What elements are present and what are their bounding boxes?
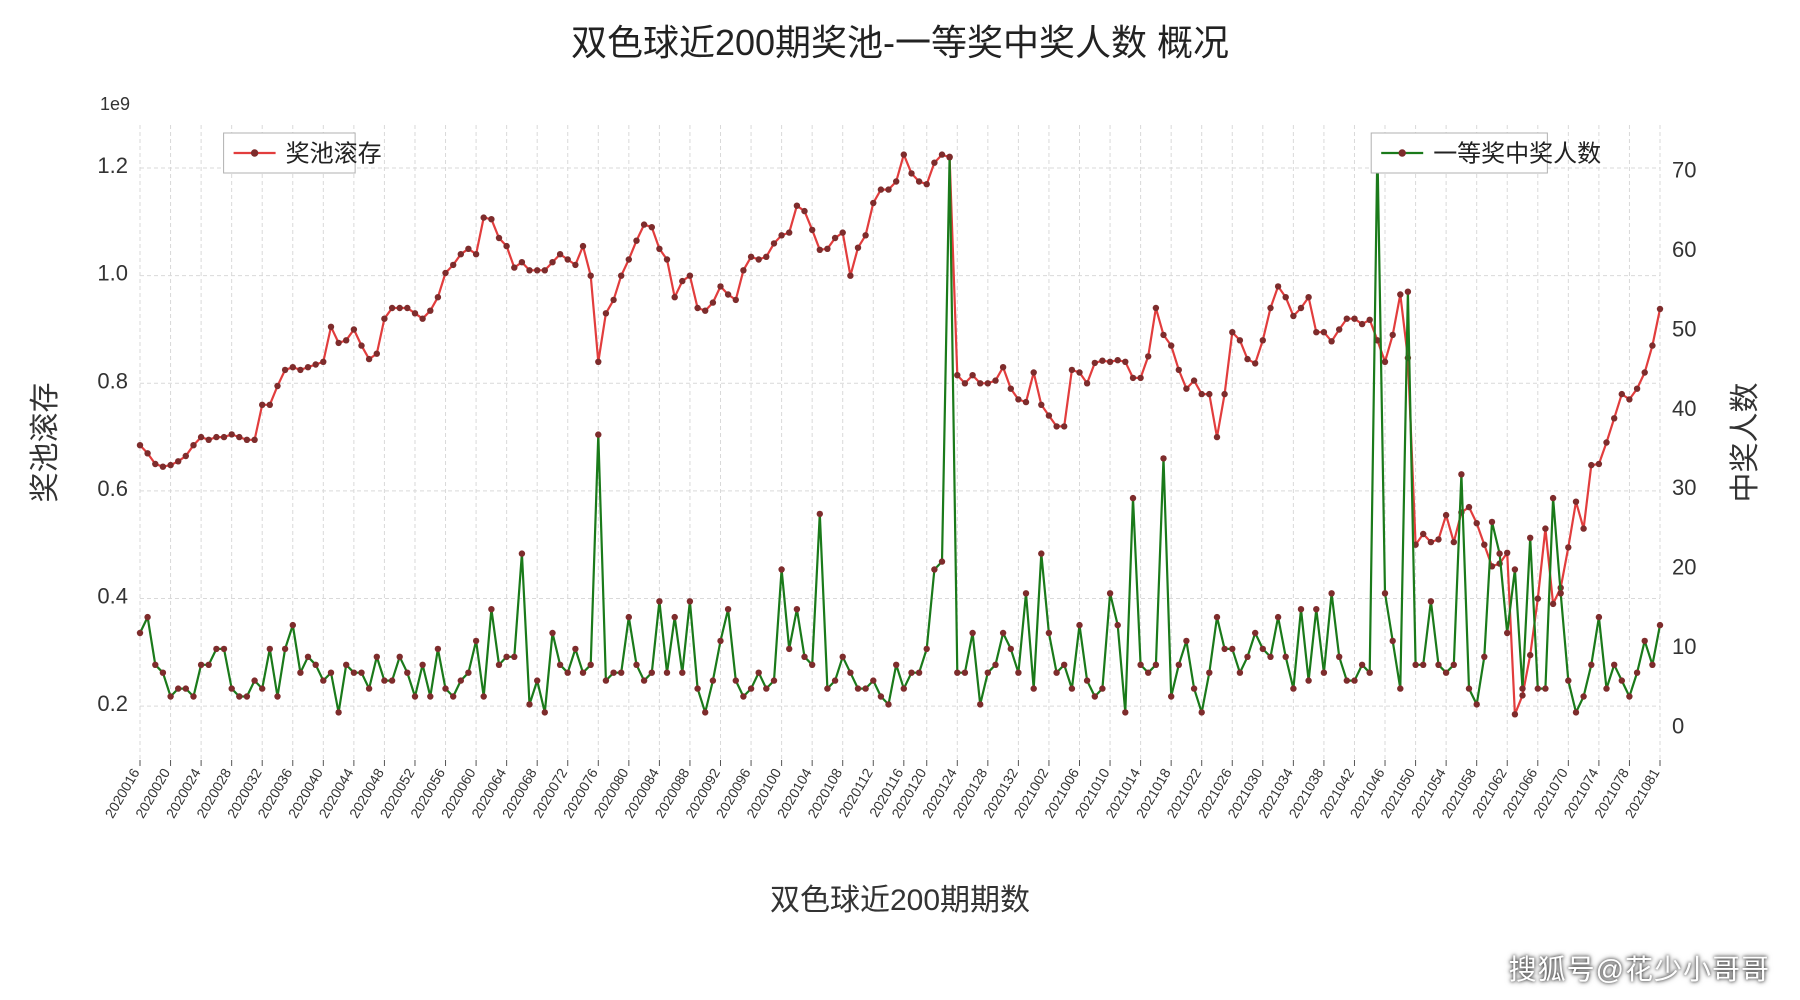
exponent-label: 1e9 bbox=[100, 94, 130, 114]
y-right-tick: 20 bbox=[1672, 555, 1696, 580]
y-right-tick: 0 bbox=[1672, 713, 1684, 738]
chart-svg: 双色球近200期奖池-一等奖中奖人数 概况 1e9 0.2 0.4 0.6 0.8 1.0 1… bbox=[0, 0, 1800, 1000]
y-right-tick: 30 bbox=[1672, 475, 1696, 500]
y-right-label: 中奖人数 bbox=[1729, 383, 1762, 503]
y-right-tick: 40 bbox=[1672, 396, 1696, 421]
y-right-tick: 50 bbox=[1672, 316, 1696, 341]
y-right-tick: 10 bbox=[1672, 634, 1696, 659]
y-left-label: 奖池滚存 bbox=[29, 383, 62, 503]
chart-title: 双色球近200期奖池-一等奖中奖人数 概况 bbox=[571, 22, 1229, 63]
y-left-tick: 0.2 bbox=[97, 691, 128, 716]
y-left-tick: 0.6 bbox=[97, 476, 128, 501]
y-right-tick: 60 bbox=[1672, 237, 1696, 262]
y-left-tick: 1.2 bbox=[97, 153, 128, 178]
y-left-tick: 0.4 bbox=[97, 584, 128, 609]
y-left-tick: 0.8 bbox=[97, 368, 128, 393]
y-right-tick: 70 bbox=[1672, 158, 1696, 183]
y-left-tick: 1.0 bbox=[97, 261, 128, 286]
legend-label: 一等奖中奖人数 bbox=[1433, 140, 1601, 167]
x-axis-label: 双色球近200期期数 bbox=[770, 884, 1030, 917]
watermark-text: 搜狐号@花少小哥哥 bbox=[1509, 948, 1770, 988]
legend-label: 奖池滚存 bbox=[286, 140, 382, 167]
chart-container: 双色球近200期奖池-一等奖中奖人数 概况 1e9 0.2 0.4 0.6 0.8 1.0 1… bbox=[0, 0, 1800, 1000]
